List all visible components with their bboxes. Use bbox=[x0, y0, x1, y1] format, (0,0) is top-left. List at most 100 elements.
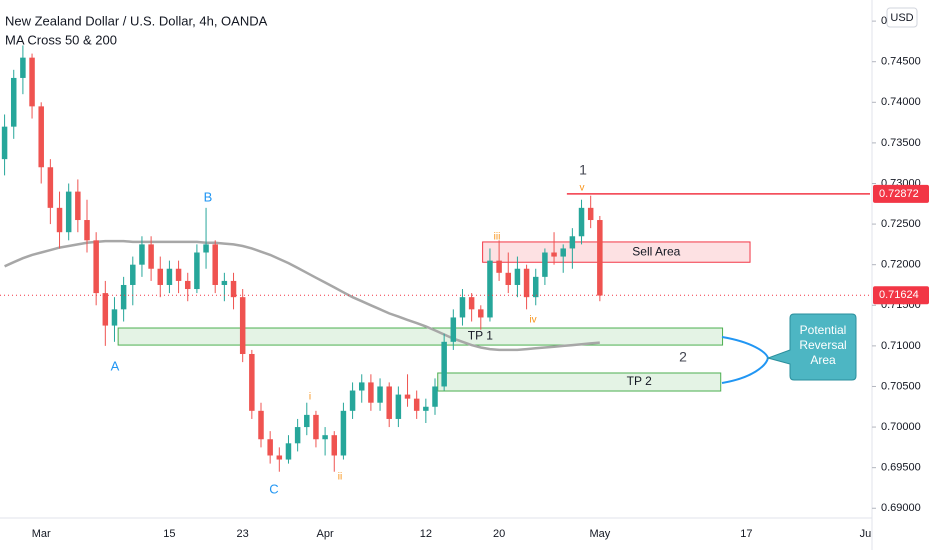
x-tick-label: May bbox=[589, 528, 610, 540]
ma-line bbox=[4, 239, 600, 352]
zone-label: TP 2 bbox=[627, 374, 652, 388]
candle-body bbox=[102, 293, 109, 326]
candle-body bbox=[478, 309, 484, 318]
candle-body bbox=[432, 386, 438, 407]
candle-body bbox=[166, 268, 173, 285]
zone bbox=[117, 327, 724, 346]
candle-body bbox=[514, 268, 521, 285]
candle-body bbox=[560, 248, 566, 257]
candle-body bbox=[65, 191, 72, 233]
y-tick-label: 0.74500 bbox=[881, 56, 921, 68]
candle-body bbox=[120, 284, 127, 310]
wave-label: iv bbox=[529, 315, 536, 326]
candle-body bbox=[423, 406, 429, 411]
candle-body bbox=[450, 317, 457, 342]
candle-body bbox=[459, 297, 466, 318]
wave-label: i bbox=[309, 392, 311, 403]
candle-body bbox=[331, 435, 338, 456]
wave-label: iii bbox=[494, 232, 501, 243]
zone bbox=[437, 372, 722, 392]
y-tick-label: 0.70500 bbox=[881, 380, 921, 392]
candle-body bbox=[38, 106, 44, 168]
wave-label: A bbox=[111, 358, 120, 373]
y-tick-label: 0 bbox=[881, 15, 887, 27]
wave-label: 1 bbox=[579, 162, 587, 178]
candle-body bbox=[175, 268, 182, 281]
callout-text: Area bbox=[810, 353, 836, 367]
candle-body bbox=[285, 443, 292, 460]
candle-body bbox=[29, 57, 35, 107]
candle-body bbox=[349, 390, 356, 411]
callout-text: Reversal bbox=[799, 338, 846, 352]
candle-body bbox=[111, 309, 118, 326]
candle-body bbox=[542, 252, 548, 277]
y-tick-label: 0.72000 bbox=[881, 259, 921, 271]
candle-body bbox=[505, 272, 512, 285]
candle-body bbox=[47, 167, 54, 208]
candle-body bbox=[10, 77, 17, 127]
wave-label: v bbox=[580, 183, 585, 194]
zone-label: TP 1 bbox=[468, 329, 493, 343]
candle-body bbox=[313, 414, 319, 440]
price-line-tag bbox=[873, 184, 929, 203]
candle-body bbox=[212, 244, 218, 285]
wave-label: 2 bbox=[679, 349, 687, 365]
x-tick-label: Apr bbox=[317, 528, 334, 540]
last-price-label: 0.71624 bbox=[879, 289, 919, 301]
candle-body bbox=[203, 244, 209, 253]
candle-body bbox=[578, 207, 585, 237]
currency-button[interactable] bbox=[886, 7, 918, 28]
candle-body bbox=[157, 268, 164, 285]
candle-body bbox=[377, 386, 383, 403]
candle-body bbox=[551, 252, 557, 257]
x-tick-label: 12 bbox=[420, 528, 432, 540]
candle-body bbox=[395, 394, 402, 419]
candle-body bbox=[304, 414, 310, 428]
callout-box bbox=[766, 313, 857, 381]
chart-subtitle: MA Cross 50 & 200 bbox=[5, 32, 117, 47]
y-tick-label: 0.72500 bbox=[881, 218, 921, 230]
callout-text: Potential bbox=[800, 323, 847, 337]
wave-label: B bbox=[204, 189, 213, 204]
y-tick-label: 0.69000 bbox=[881, 502, 921, 514]
candle-body bbox=[294, 427, 301, 444]
candle-body bbox=[569, 236, 576, 249]
candle-body bbox=[184, 280, 191, 290]
candle-body bbox=[75, 191, 81, 221]
price-line-label: 0.72872 bbox=[879, 188, 919, 200]
candle-body bbox=[441, 341, 447, 387]
candle-body bbox=[194, 252, 200, 290]
chart-title: New Zealand Dollar / U.S. Dollar, 4h, OA… bbox=[5, 13, 268, 28]
x-tick-label: Ju bbox=[860, 528, 872, 540]
candle-body bbox=[597, 220, 603, 296]
plot: Sell Area TP 1 TP 2 bbox=[0, 45, 870, 472]
candle-body bbox=[322, 435, 328, 440]
zone-label: Sell Area bbox=[632, 244, 680, 258]
candle-body bbox=[20, 57, 26, 78]
candle-body bbox=[139, 244, 145, 265]
candle-body bbox=[468, 297, 475, 310]
x-tick-label: 17 bbox=[740, 528, 752, 540]
candle-body bbox=[532, 276, 539, 298]
candle-body bbox=[148, 244, 154, 269]
x-tick-label: 20 bbox=[493, 528, 505, 540]
candle-body bbox=[230, 280, 237, 298]
currency-label[interactable]: USD bbox=[890, 12, 913, 24]
x-tick-label: Mar bbox=[32, 528, 51, 540]
candle-body bbox=[386, 386, 392, 419]
candle-body bbox=[404, 394, 411, 399]
last-price-tag bbox=[873, 286, 929, 305]
y-tick-label: 0.69500 bbox=[881, 462, 921, 474]
candle-body bbox=[496, 260, 502, 273]
candle-body bbox=[487, 260, 493, 318]
candle-body bbox=[93, 240, 99, 294]
candle-body bbox=[84, 220, 90, 241]
candle-body bbox=[276, 455, 283, 460]
wave-label: ii bbox=[338, 472, 342, 483]
candle-body bbox=[258, 410, 264, 440]
y-tick-label: 0.70000 bbox=[881, 421, 921, 433]
wave-label: C bbox=[269, 481, 278, 496]
candle-body bbox=[130, 264, 136, 285]
